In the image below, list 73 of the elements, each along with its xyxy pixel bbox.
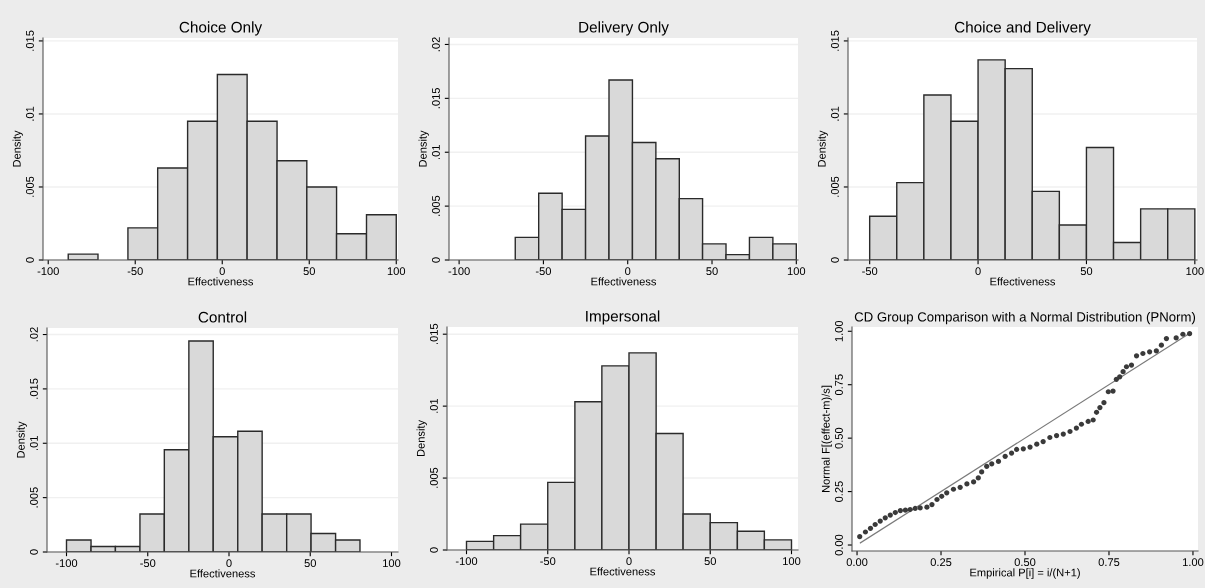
x-tick-label: -50: [140, 559, 156, 568]
chart-title: Impersonal: [586, 310, 660, 325]
x-tick-label: 0: [219, 267, 225, 276]
chart-title: Delivery Only: [579, 21, 669, 36]
y-tick-label: .005: [830, 176, 839, 197]
x-tick-label: 100: [387, 267, 406, 276]
y-axis-title: Density: [418, 130, 429, 167]
y-tick-label: 0: [29, 549, 38, 555]
y-tick-label: .005: [25, 176, 34, 197]
x-tick-label: 100: [383, 559, 401, 568]
y-tick-label: .01: [431, 145, 440, 159]
x-tick-label: 100: [787, 267, 806, 276]
x-tick-label: 0: [626, 557, 632, 566]
x-axis-title: Empirical P[i] = i/(N+1): [970, 568, 1080, 579]
x-tick-label: -100: [55, 559, 78, 568]
y-tick-label: .01: [29, 436, 38, 450]
x-tick-label: 0.25: [930, 558, 952, 567]
y-tick-label: 0: [830, 257, 839, 263]
y-axis-title: Density: [416, 420, 427, 457]
y-tick-label: .015: [830, 30, 839, 51]
y-tick-label: .01: [429, 398, 438, 413]
y-axis-title: Density: [817, 130, 828, 167]
y-tick-label: .005: [29, 487, 38, 508]
x-tick-label: 0: [625, 267, 631, 276]
x-axis-title: Effectiveness: [590, 567, 656, 576]
x-tick-label: 50: [706, 267, 718, 276]
x-tick-label: 50: [303, 267, 315, 276]
y-tick-label: 0: [25, 257, 34, 263]
y-tick-label: 0: [429, 547, 438, 553]
x-tick-label: 50: [304, 559, 316, 568]
chart-title: Choice and Delivery: [954, 21, 1091, 36]
y-tick-label: 1.00: [834, 320, 843, 342]
x-tick-label: 50: [1080, 267, 1093, 276]
y-tick-label: 0.50: [834, 427, 843, 449]
chart-title: Control: [198, 311, 247, 323]
x-tick-label: 0.00: [846, 558, 868, 567]
y-axis-title: Density: [16, 421, 27, 458]
y-tick-label: .02: [29, 327, 38, 342]
y-tick-label: .01: [25, 106, 34, 121]
x-tick-label: 1.00: [1183, 558, 1204, 567]
y-axis-title: Normal F[(effect-m)/s]: [821, 385, 832, 492]
y-tick-label: .02: [431, 37, 440, 52]
y-tick-label: 0.75: [834, 374, 843, 396]
x-tick-label: 0.75: [1098, 558, 1120, 567]
x-tick-label: -100: [37, 267, 59, 276]
x-tick-label: 100: [1186, 267, 1204, 276]
chart-title: Choice Only: [179, 21, 263, 36]
y-tick-label: .015: [25, 30, 34, 51]
y-tick-label: .005: [429, 467, 438, 488]
x-axis-title: Effectiveness: [591, 277, 657, 286]
x-axis-title: Effectiveness: [190, 569, 256, 578]
x-tick-label: 0.50: [1014, 558, 1036, 567]
x-tick-label: -50: [535, 267, 552, 276]
x-tick-label: -100: [455, 557, 478, 566]
y-axis-title: Density: [12, 130, 23, 167]
x-tick-label: 50: [704, 557, 716, 566]
x-tick-label: -50: [540, 557, 556, 566]
x-tick-label: 100: [783, 557, 801, 566]
y-tick-label: .015: [29, 378, 38, 399]
x-axis-title: Effectiveness: [188, 277, 254, 286]
y-tick-label: .01: [830, 106, 839, 121]
y-tick-label: 0.25: [834, 481, 843, 502]
x-axis-title: Effectiveness: [990, 277, 1056, 286]
x-tick-label: -100: [448, 267, 470, 276]
chart-title: CD Group Comparison with a Normal Distribution (PNorm): [854, 311, 1196, 325]
x-tick-label: 0: [975, 267, 981, 276]
x-tick-label: -50: [862, 267, 878, 276]
x-tick-label: -50: [127, 267, 143, 276]
y-tick-label: .005: [431, 195, 440, 216]
y-tick-label: .015: [431, 88, 440, 109]
x-tick-label: 0: [226, 559, 232, 568]
y-tick-label: .015: [429, 323, 438, 344]
y-tick-label: 0: [431, 257, 440, 263]
